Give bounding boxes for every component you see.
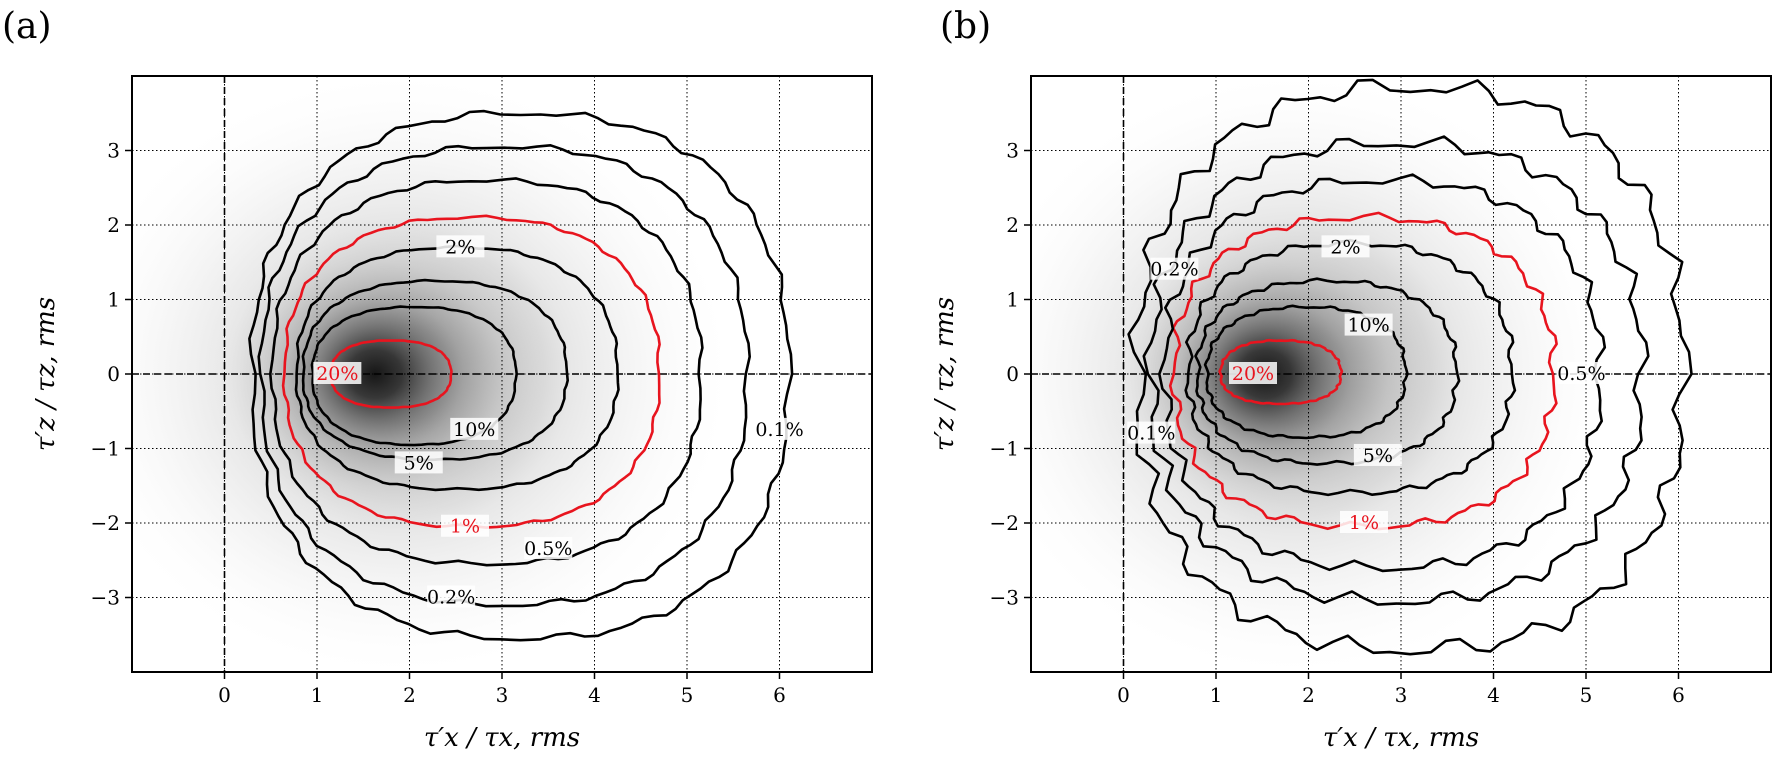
x-tick-label: 1 [1210,683,1223,707]
contour-label-bg [436,235,485,258]
y-tick-label: −1 [91,437,120,461]
contour-0_2pct [1142,135,1650,606]
contour-0_1pct [248,109,794,642]
contour-label-bg [1321,235,1370,258]
y-axis-label-text: τ′z / τz, rms [31,297,61,451]
y-tick-label: −1 [990,437,1019,461]
contour-2pct [294,244,620,492]
contour-label: 1% [450,516,480,538]
x-tick-label: 6 [773,683,786,707]
y-tick-label: 0 [107,362,120,386]
y-tick-label: 2 [1006,213,1019,237]
contour-20pct [1218,338,1344,406]
contour-label-bg [755,417,804,440]
contour-label-bg [1229,362,1277,384]
contour-label: 10% [1348,315,1390,337]
contour-labels: 20% 10% 5% 2% 1% 0.5% 0.2% 0.1% [313,235,804,609]
y-tick-label: 3 [1006,139,1019,163]
panel-a-tag: (a) [2,6,52,47]
contour-label: 0.2% [427,587,475,609]
contour-label: 0.5% [1557,363,1605,385]
contour-0_2pct [257,144,751,608]
x-tick-label: 5 [1580,683,1593,707]
contour-label-bg [1150,257,1199,280]
contour-label: 0.1% [755,419,803,441]
contour-label: 0.2% [1150,259,1198,281]
y-tick-label: 2 [107,213,120,237]
x-tick-label: 2 [1302,683,1315,707]
x-tick-label: 0 [218,683,231,707]
axis-ticks: 0 1 2 3 4 5 6 −3 −2 −1 0 1 2 3 [990,139,1685,708]
contour-label-bg [1340,511,1388,533]
contour-label: 2% [445,236,475,258]
x-tick-label: 1 [311,683,324,707]
contour-label: 5% [404,452,434,474]
contour-label: 20% [1232,363,1274,385]
contour-label-bg [450,417,499,440]
contour-lines [248,109,794,642]
contour-label-bg [1127,421,1176,444]
x-tick-label: 2 [403,683,416,707]
x-axis-label-text: τ′x / τx, rms [424,723,580,753]
x-tick-label: 4 [1487,683,1500,707]
y-tick-label: 0 [1006,362,1019,386]
contour-label: 5% [1363,445,1393,467]
panel-b: 20% 10% 5% 2% 1% 0.5% 0.2% 0.1% 0 1 2 3 4 5 6 −3 −2 −1 0 1… [930,75,1772,753]
contour-2pct [1184,238,1517,497]
contour-label-bg [394,451,443,474]
contour-label-bg [313,362,362,384]
y-axis-label-text: τ′z / τz, rms [930,297,960,451]
contour-label-bg [524,537,573,560]
contour-label: 10% [453,419,495,441]
contour-label: 0.1% [1127,423,1175,445]
y-tick-label: 1 [1006,288,1019,312]
grid [132,76,872,672]
contour-0_5pct [269,177,704,567]
y-tick-label: −3 [91,586,120,610]
contour-label: 20% [316,363,358,385]
x-tick-label: 3 [1395,683,1408,707]
x-tick-label: 5 [681,683,694,707]
contour-1pct [281,214,661,529]
x-tick-label: 0 [1117,683,1130,707]
y-tick-label: −2 [91,511,120,535]
contour-label: 1% [1349,512,1379,534]
contour-1pct [1168,211,1558,531]
contour-label-bg [1557,362,1606,384]
contour-label-bg [427,585,476,608]
contour-label-bg [441,514,489,537]
y-tick-label: 3 [107,139,120,163]
contour-5pct [301,278,569,462]
grid [1031,76,1771,672]
contour-0_1pct [1127,78,1693,656]
axis-ticks: 0 1 2 3 4 5 6 −3 −2 −1 0 1 2 3 [91,139,786,708]
contour-labels: 20% 10% 5% 2% 1% 0.5% 0.2% 0.1% [1127,235,1606,534]
y-tick-label: −2 [990,511,1019,535]
contour-label: 0.5% [524,538,572,560]
contour-label: 2% [1330,236,1360,258]
x-axis-label-text: τ′x / τx, rms [1323,723,1479,753]
x-axis-label: τ′x / τx, rms [1323,723,1479,753]
contour-label-bg [1353,443,1402,466]
x-axis-label: τ′x / τx, rms [424,723,580,753]
contour-0_5pct [1158,173,1607,573]
x-tick-label: 3 [496,683,509,707]
x-tick-label: 6 [1672,683,1685,707]
panel-b-tag: (b) [940,6,991,47]
y-axis-label: τ′z / τz, rms [930,297,960,451]
x-tick-label: 4 [588,683,601,707]
panel-a: 20% 10% 5% 2% 1% 0.5% 0.2% 0.1% 0 1 2 3 4 5 6 −3 −2 −1 0 1… [31,75,873,753]
y-axis-label: τ′z / τz, rms [31,297,61,451]
contour-label-bg [1344,313,1393,336]
y-tick-label: 1 [107,288,120,312]
contour-lines [1127,78,1693,656]
y-tick-label: −3 [990,586,1019,610]
